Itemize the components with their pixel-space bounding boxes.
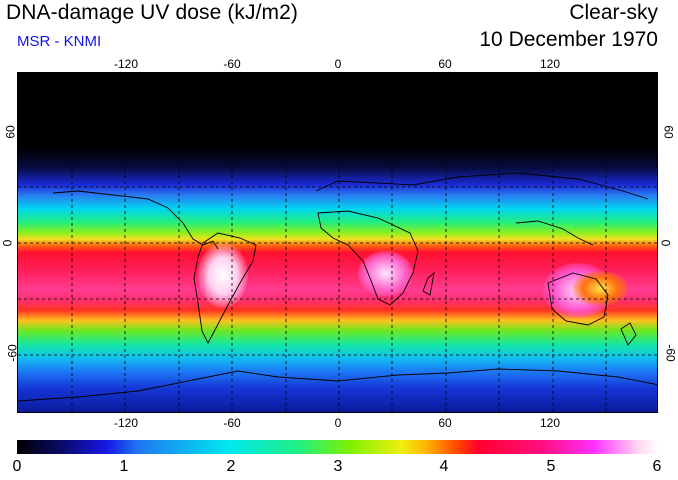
lon-tick-top: 60 bbox=[438, 57, 452, 71]
lon-tick-bottom: 60 bbox=[438, 416, 452, 430]
colorbar-label: 3 bbox=[333, 458, 343, 475]
coast-australia bbox=[547, 272, 609, 326]
colorbar-label: 2 bbox=[226, 458, 236, 475]
colorbar-label: 6 bbox=[652, 458, 662, 475]
lon-tick-top: 0 bbox=[334, 57, 342, 71]
lon-tick-bottom: 120 bbox=[539, 416, 561, 430]
colorbar-label: 4 bbox=[439, 458, 449, 475]
source-label: MSR - KNMI bbox=[17, 33, 102, 50]
lon-tick-top: 120 bbox=[539, 57, 561, 71]
lat-tick-right: 0 bbox=[658, 239, 673, 247]
coast-south-america bbox=[193, 232, 257, 344]
lon-tick-bottom: -60 bbox=[223, 416, 241, 430]
map-overlay bbox=[18, 73, 657, 412]
lon-tick-bottom: 0 bbox=[334, 416, 342, 430]
colorbar-label: 0 bbox=[12, 458, 22, 475]
sky-condition-label: Clear-sky bbox=[569, 1, 658, 24]
colorbar bbox=[17, 440, 658, 454]
coast-madagascar bbox=[422, 271, 435, 296]
coast-africa bbox=[317, 210, 419, 306]
lon-tick-top: -60 bbox=[223, 57, 241, 71]
lon-tick-bottom: -120 bbox=[113, 416, 139, 430]
colorbar-label: 5 bbox=[546, 458, 556, 475]
uv-hotspot-south-america bbox=[198, 243, 248, 308]
uv-low-patch-australia bbox=[573, 271, 628, 306]
colorbar-label: 1 bbox=[119, 458, 129, 475]
coast-eurasia bbox=[315, 172, 649, 200]
uv-field bbox=[18, 73, 657, 412]
lat-tick-left: 0 bbox=[0, 239, 15, 247]
coast-southeast-asia bbox=[515, 220, 594, 246]
lat-tick-right: -60 bbox=[663, 344, 678, 362]
coast-north-america bbox=[52, 190, 219, 250]
date-label: 10 December 1970 bbox=[479, 28, 658, 51]
lat-tick-right: 60 bbox=[661, 125, 676, 139]
uv-dose-map bbox=[17, 72, 658, 413]
coast-new-zealand bbox=[620, 322, 637, 346]
coast-antarctica bbox=[18, 368, 657, 402]
uv-hotspot-africa bbox=[358, 251, 413, 296]
map-title: DNA-damage UV dose (kJ/m2) bbox=[6, 1, 299, 24]
lat-tick-left: 60 bbox=[3, 125, 18, 139]
lon-tick-top: -120 bbox=[113, 57, 139, 71]
coastlines bbox=[18, 172, 657, 402]
graticule bbox=[18, 73, 657, 412]
